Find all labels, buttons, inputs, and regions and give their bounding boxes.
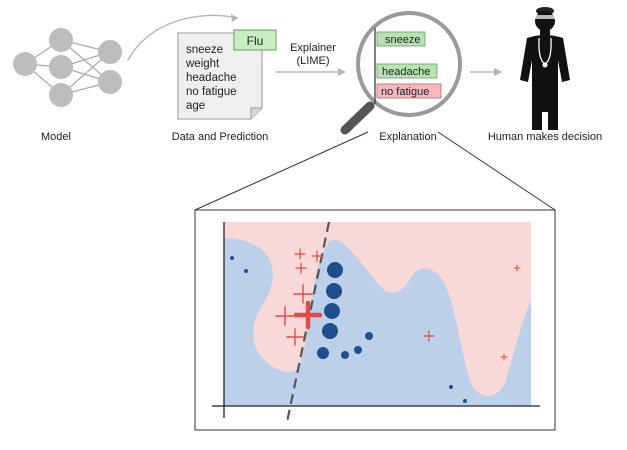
feature-item: age	[186, 100, 205, 112]
explanation-item: sneeze	[385, 34, 420, 46]
model-network-icon	[13, 28, 122, 107]
dot-marker	[230, 256, 234, 260]
network-node	[49, 55, 73, 79]
arrowhead-icon	[494, 68, 502, 76]
explanation-bar-sneeze	[376, 31, 426, 47]
data-label: Data and Prediction	[172, 131, 269, 143]
dot-marker	[354, 346, 362, 354]
explanation-label: Explanation	[379, 131, 437, 143]
dot-marker	[322, 323, 338, 339]
data-document: Flu sneeze weight headache no fatigue ag…	[177, 29, 277, 120]
plus-marker	[423, 330, 435, 342]
dot-marker	[449, 385, 453, 389]
arrowhead-icon	[231, 14, 238, 22]
plus-marker	[513, 264, 521, 272]
explainer-label: Explainer	[290, 42, 336, 54]
plus-marker	[500, 353, 508, 361]
zoom-line-right	[437, 131, 556, 211]
dot-markers	[230, 256, 467, 403]
dot-marker	[324, 303, 340, 319]
explained-instance-marker	[293, 300, 323, 330]
doctor-icon	[520, 7, 570, 130]
dot-marker	[244, 269, 248, 273]
magnifier-handle	[340, 101, 375, 135]
plus-markers	[275, 248, 521, 361]
feature-item: headache	[186, 72, 237, 84]
plus-marker	[293, 284, 313, 304]
network-node	[49, 28, 73, 52]
arrowhead-icon	[338, 68, 346, 76]
explanation-bar-no-fatigue	[376, 83, 442, 99]
decision-plot	[224, 222, 531, 406]
model-label: Model	[41, 131, 71, 143]
dot-marker	[365, 332, 373, 340]
feature-list: sneeze weight headache no fatigue age	[185, 44, 237, 112]
feature-item: sneeze	[186, 44, 223, 56]
model-to-data-arrow	[127, 14, 239, 61]
prediction-text: Flu	[247, 34, 264, 48]
network-node	[13, 52, 37, 76]
human-label: Human makes decision	[488, 131, 602, 143]
document-fold-icon	[250, 107, 262, 119]
feature-item: no fatigue	[186, 86, 237, 98]
plus-marker	[275, 306, 295, 326]
explanation-item: no fatigue	[381, 86, 429, 98]
explanation-bar-headache	[376, 63, 438, 79]
dot-marker	[317, 347, 329, 359]
magnifier-icon: sneeze headache no fatigue	[340, 11, 462, 135]
zoom-line-left	[194, 131, 369, 211]
dot-marker	[326, 283, 342, 299]
plus-marker	[311, 250, 323, 262]
plus-marker	[286, 328, 304, 346]
plus-marker	[295, 262, 307, 274]
explainer-method: (LIME)	[297, 55, 330, 67]
dot-marker	[463, 399, 467, 403]
dot-marker	[341, 351, 349, 359]
feature-item: weight	[185, 58, 220, 70]
plus-marker	[294, 248, 306, 260]
network-nodes	[13, 28, 122, 107]
network-node	[49, 83, 73, 107]
network-node	[98, 40, 122, 64]
prediction-box	[233, 29, 277, 51]
network-node	[98, 70, 122, 94]
dot-marker	[327, 262, 343, 278]
explanation-item: headache	[382, 66, 430, 78]
